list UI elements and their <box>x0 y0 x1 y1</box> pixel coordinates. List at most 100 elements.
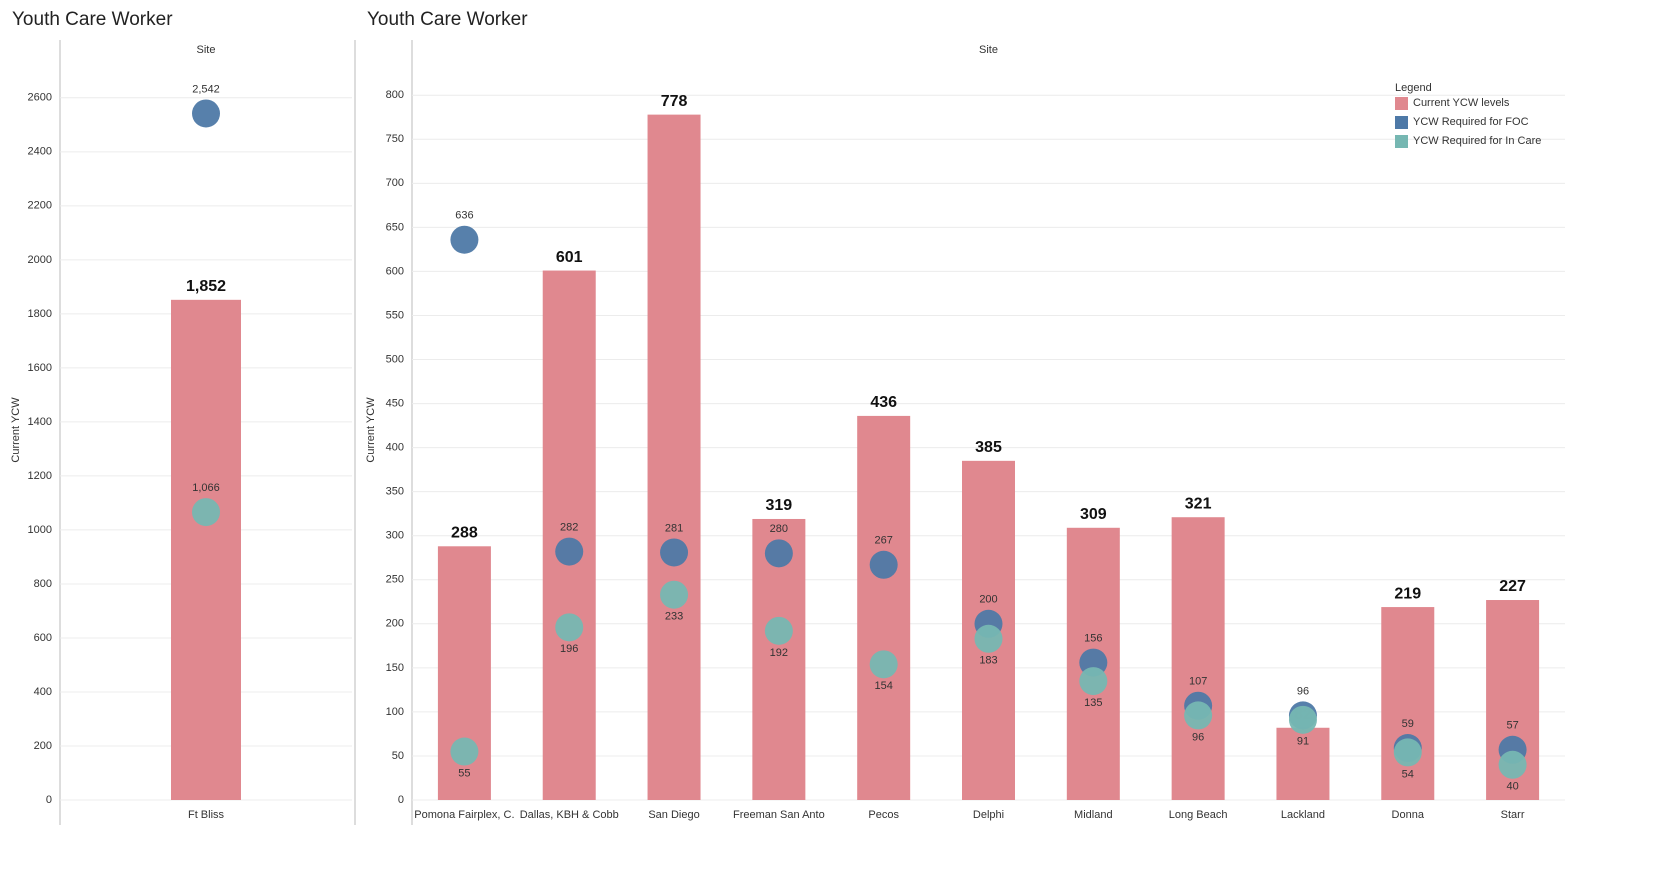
y-tick-label: 500 <box>386 353 404 365</box>
dot-label: 156 <box>1084 632 1102 644</box>
dot-label: 183 <box>979 655 997 667</box>
bar <box>857 415 911 800</box>
x-tick-label: Starr <box>1501 809 1525 821</box>
bar <box>647 114 701 801</box>
y-axis-label: Current YCW <box>10 397 22 463</box>
y-tick-label: 700 <box>386 177 404 189</box>
dot-label: 59 <box>1402 718 1414 730</box>
dot <box>660 538 689 567</box>
y-tick-label: 200 <box>386 618 404 630</box>
y-tick-label: 400 <box>386 442 404 454</box>
dot-label: 196 <box>560 643 578 655</box>
dot <box>660 580 689 609</box>
x-tick-label: Donna <box>1392 809 1425 821</box>
x-tick-label: Delphi <box>973 809 1004 821</box>
y-tick-label: 250 <box>386 574 404 586</box>
dot-label: 107 <box>1189 676 1207 688</box>
bar-label: 319 <box>766 497 793 514</box>
y-tick-label: 1200 <box>28 470 52 482</box>
y-tick-label: 600 <box>34 632 52 644</box>
y-tick-label: 2000 <box>28 254 52 266</box>
y-tick-label: 0 <box>46 794 52 806</box>
x-header: Site <box>979 44 998 56</box>
dot-label: 2,542 <box>192 83 220 95</box>
dot <box>1288 705 1317 734</box>
y-tick-label: 1600 <box>28 362 52 374</box>
y-tick-label: 1800 <box>28 308 52 320</box>
bar <box>1171 517 1225 800</box>
bar-label: 227 <box>1499 578 1526 595</box>
legend-label: Current YCW levels <box>1413 97 1510 109</box>
y-tick-label: 450 <box>386 397 404 409</box>
dot-label: 233 <box>665 611 683 623</box>
dot <box>555 537 584 566</box>
x-tick-label: Pecos <box>868 809 899 821</box>
dot <box>869 550 898 579</box>
y-tick-label: 750 <box>386 133 404 145</box>
y-axis-label: Current YCW <box>365 397 377 463</box>
dot-label: 1,066 <box>192 482 220 494</box>
y-tick-label: 400 <box>34 686 52 698</box>
dot-label: 40 <box>1506 781 1518 793</box>
y-tick-label: 800 <box>34 578 52 590</box>
dot <box>764 616 793 645</box>
dot <box>450 225 479 254</box>
dot <box>192 498 220 527</box>
x-tick-label: San Diego <box>648 809 699 821</box>
bar <box>542 270 596 800</box>
dot-label: 55 <box>458 767 470 779</box>
dot-label: 267 <box>875 535 893 547</box>
y-tick-label: 200 <box>34 740 52 752</box>
bar <box>1381 607 1435 800</box>
dot <box>1079 667 1108 696</box>
legend-swatch <box>1395 116 1408 129</box>
legend-label: YCW Required for FOC <box>1413 116 1529 128</box>
x-tick-label: Freeman San Anto <box>733 809 825 821</box>
dot <box>1393 738 1422 767</box>
bar-label: 219 <box>1394 585 1421 602</box>
y-tick-label: 600 <box>386 265 404 277</box>
dot-label: 282 <box>560 521 578 533</box>
y-tick-label: 550 <box>386 309 404 321</box>
dot-label: 54 <box>1402 768 1414 780</box>
dot-label: 135 <box>1084 697 1102 709</box>
dot-label: 281 <box>665 522 683 534</box>
y-tick-label: 1400 <box>28 416 52 428</box>
dot <box>764 539 793 568</box>
y-tick-label: 2600 <box>28 92 52 104</box>
y-tick-label: 100 <box>386 706 404 718</box>
bar-label: 288 <box>451 525 478 542</box>
bar <box>1276 727 1330 800</box>
x-tick-label: Lackland <box>1281 809 1325 821</box>
chart-title: Youth Care Worker <box>12 9 173 30</box>
x-tick-label: Midland <box>1074 809 1113 821</box>
x-tick-label: Pomona Fairplex, C. <box>414 809 514 821</box>
dot <box>1184 701 1213 730</box>
x-tick-label: Dallas, KBH & Cobb <box>520 809 619 821</box>
legend-label: YCW Required for In Care <box>1413 135 1541 147</box>
y-tick-label: 1000 <box>28 524 52 536</box>
dot-label: 154 <box>875 680 893 692</box>
x-tick-label: Ft Bliss <box>188 809 225 821</box>
bar-label: 385 <box>975 439 1002 456</box>
dot-label: 96 <box>1192 731 1204 743</box>
dot-label: 57 <box>1506 720 1518 732</box>
y-tick-label: 0 <box>398 794 404 806</box>
x-tick-label: Long Beach <box>1169 809 1228 821</box>
bar-label: 309 <box>1080 506 1107 523</box>
y-tick-label: 50 <box>392 750 404 762</box>
dot-label: 636 <box>455 210 473 222</box>
bar <box>171 299 241 800</box>
y-tick-label: 2400 <box>28 146 52 158</box>
dot <box>192 99 220 128</box>
dot <box>974 624 1003 653</box>
dot-label: 192 <box>770 647 788 659</box>
bar-label: 436 <box>870 394 897 411</box>
dot-label: 91 <box>1297 736 1309 748</box>
bar-label: 321 <box>1185 495 1212 512</box>
y-tick-label: 150 <box>386 662 404 674</box>
x-header: Site <box>197 44 216 56</box>
dot-label: 280 <box>770 523 788 535</box>
y-tick-label: 350 <box>386 486 404 498</box>
